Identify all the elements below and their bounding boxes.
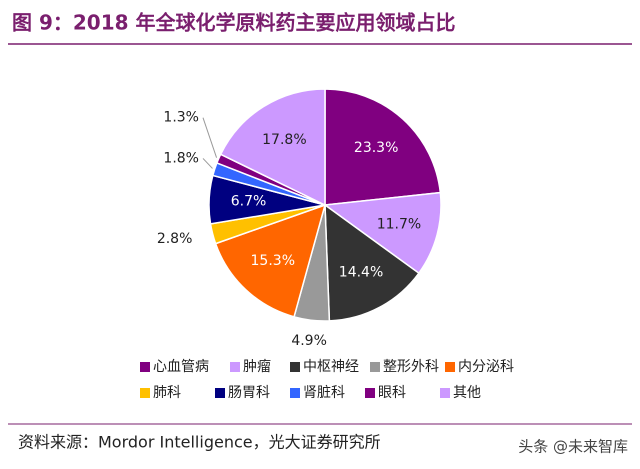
legend-label: 心血管病 [153, 359, 209, 375]
data-label: 15.3% [251, 253, 295, 269]
data-label: 17.8% [262, 132, 306, 148]
legend-swatch [215, 388, 225, 398]
data-label: 1.8% [163, 150, 199, 166]
source: 资料来源：Mordor Intelligence，光大证券研究所 [18, 433, 381, 452]
data-label: 14.4% [339, 265, 383, 281]
legend-swatch [140, 362, 150, 372]
chart-title: 图 9：2018 年全球化学原料药主要应用领域占比 [12, 11, 456, 35]
legend-swatch [140, 388, 150, 398]
legend-label: 眼科 [378, 385, 406, 401]
legend-label: 肿瘤 [243, 358, 271, 375]
pie-slice [214, 203, 327, 318]
legend-swatch [445, 362, 455, 372]
legend-swatch [290, 388, 300, 398]
data-label: 4.9% [291, 333, 327, 349]
pie-slice [219, 88, 326, 207]
leader-line [202, 117, 218, 158]
data-label: 2.8% [157, 231, 193, 247]
legend-swatch [365, 388, 375, 398]
data-label: 1.3% [163, 110, 199, 126]
legend-label: 其他 [453, 385, 481, 401]
pie-slice [322, 191, 442, 275]
legend-label: 肺科 [153, 385, 181, 401]
legend-swatch [290, 362, 300, 372]
data-label: 11.7% [377, 217, 421, 233]
legend-label: 肠胃科 [228, 385, 270, 401]
data-label: 23.3% [354, 140, 398, 156]
pie-slice [324, 203, 420, 322]
legend-label: 肾脏科 [303, 385, 345, 401]
leader-line [202, 158, 213, 169]
legend-swatch [370, 362, 380, 372]
legend-label: 整形外科 [383, 359, 439, 375]
legend-label: 内分泌科 [458, 359, 514, 375]
watermark: 头条 @未来智库 [518, 438, 628, 456]
pie-slice [324, 88, 442, 206]
data-label: 6.7% [231, 193, 267, 209]
legend-label: 中枢神经 [303, 359, 359, 375]
legend-swatch [230, 362, 240, 372]
legend-swatch [440, 388, 450, 398]
